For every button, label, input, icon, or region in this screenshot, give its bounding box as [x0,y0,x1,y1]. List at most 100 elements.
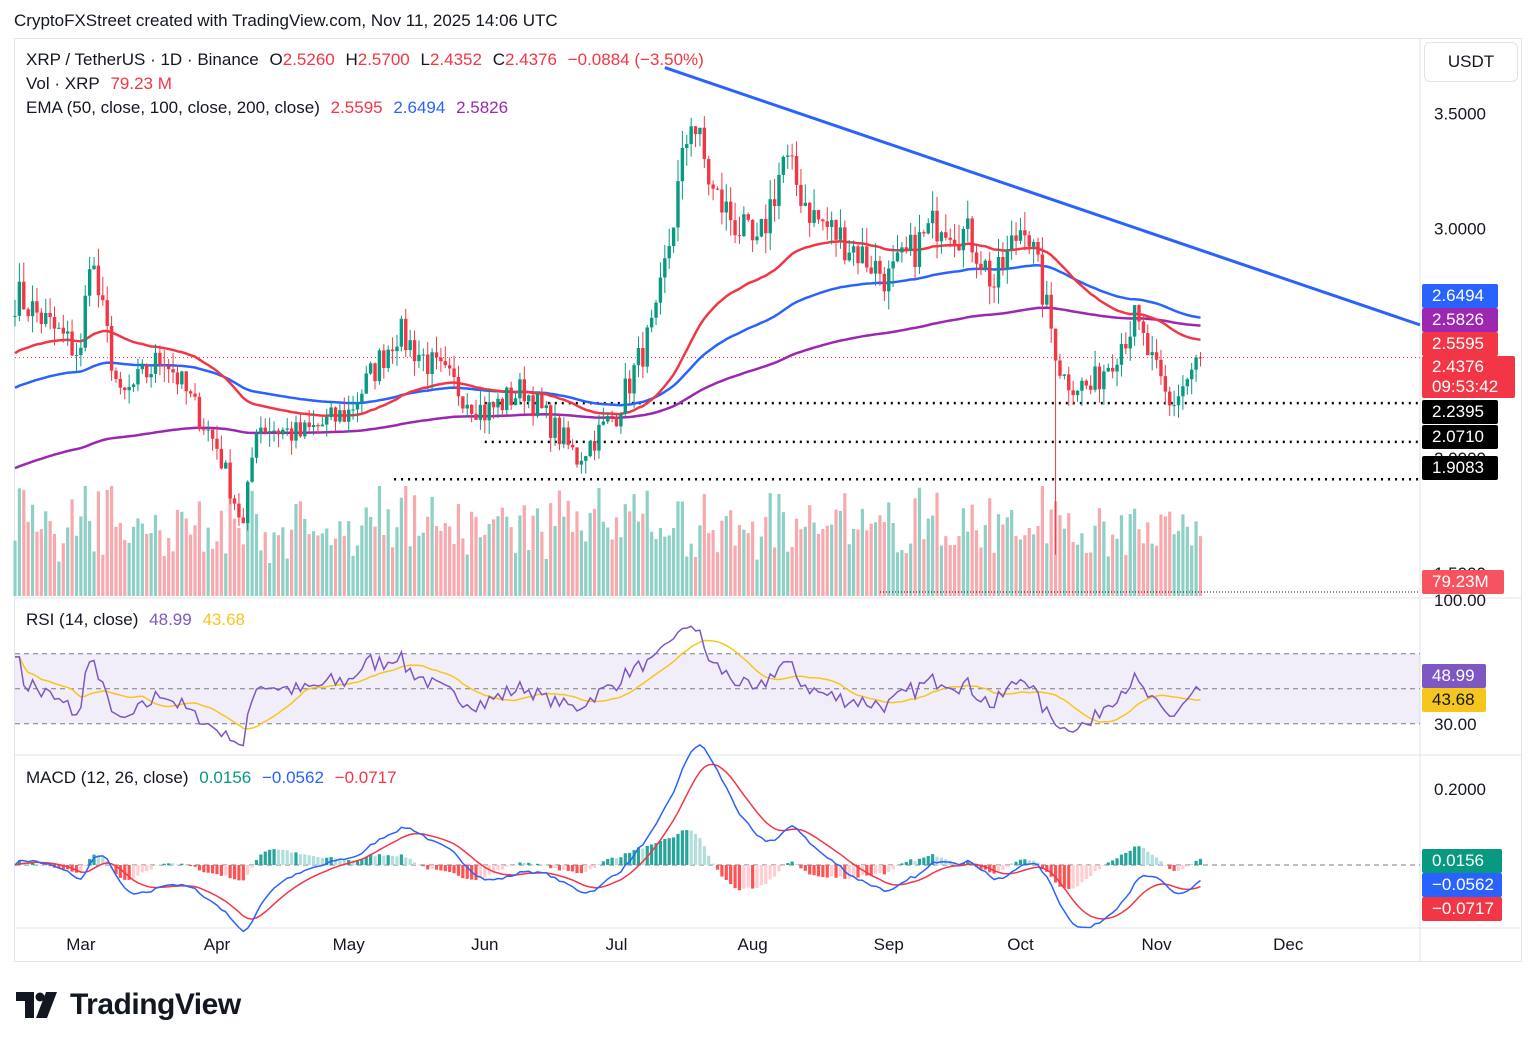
volume-bar [1093,525,1097,596]
volume-bar [755,559,759,596]
candle-body [974,252,979,264]
volume-bar [733,545,737,596]
volume-bar [1163,516,1167,596]
candle-body [979,263,983,271]
ema50-value: 2.5595 [330,98,383,117]
candle-body [206,429,210,431]
macd-histogram-bar [1194,860,1198,865]
candle-body [1194,357,1198,370]
candle-body [636,348,641,366]
candle-body [610,416,614,418]
macd-histogram-bar [158,864,162,866]
macd-histogram-bar [751,865,755,889]
candle-body [355,402,360,410]
macd-histogram-bar [614,858,619,865]
macd-histogram-bar [1119,854,1124,865]
candles [13,116,1203,555]
volume-bar [1032,534,1036,596]
volume-bar [57,561,61,596]
macd-histogram-bar [680,830,684,865]
macd-histogram-bar [834,865,838,878]
candle-body [838,227,843,240]
macd-histogram-bar [35,863,39,865]
footer-brand[interactable]: TradingView [16,988,241,1022]
volume-bar [101,554,105,596]
macd-histogram-bar [171,863,175,865]
candle-body [588,440,592,457]
candle-body [127,386,131,391]
volume-bar [689,543,693,596]
volume-bar [1014,536,1018,596]
candle-body [654,302,658,318]
candle-body [232,498,237,504]
macd-histogram-bar [1163,865,1167,866]
volume-bar [162,556,166,596]
candle-body [535,393,540,417]
candle-body [17,281,22,316]
volume-bar [1172,534,1176,596]
volume-bar [202,551,206,596]
candle-body [1159,359,1163,377]
macd-histogram-bar [931,854,935,865]
volume-bar [606,527,610,596]
volume-bar [891,522,895,596]
volume-bar [1023,535,1027,596]
candle-body [816,210,821,220]
volume-bar [355,545,360,596]
candle-body [412,340,417,362]
macd-histogram-bar [887,865,891,872]
last-price-tag: 2.4376 09:53:42 [1422,356,1515,398]
macd-histogram-bar [1058,865,1062,887]
candle-body [649,317,654,328]
volume-bar [531,515,535,596]
volume-label: Vol · XRP [26,74,100,93]
volume-bar [184,518,188,596]
macd-histogram-bar [61,865,65,870]
volume-bar [707,533,711,596]
macd-histogram-bar [667,838,671,865]
macd-histogram-bar [491,865,496,873]
volume-bar [737,524,742,596]
candle-body [707,159,711,185]
currency-button[interactable]: USDT [1424,42,1518,82]
macd-histogram-bar [382,855,386,865]
volume-bar [1018,539,1023,596]
macd-histogram-bar [320,857,324,865]
candle-body [641,348,645,367]
volume-bar [658,527,663,596]
volume-bar [1106,556,1110,596]
candle-body [263,427,267,433]
macd-histogram-bar [118,865,122,878]
candle-body [338,410,342,422]
volume-bar [1001,524,1005,596]
volume-bar [821,529,825,596]
candle-body [478,404,483,420]
volume-bar [246,486,250,596]
volume-bar [553,525,557,596]
macd-line-tag: −0.0562 [1422,873,1502,897]
macd-histogram-bar [202,865,206,873]
ema200-line [14,306,1201,470]
candle-body [26,309,30,317]
macd-histogram-bar [1062,865,1066,888]
macd-histogram-bar [812,865,816,876]
macd-histogram-bar [325,857,329,865]
candle-body [83,295,87,348]
volume-bar [123,540,127,596]
candle-body [443,361,447,366]
macd-histogram-bar [465,865,469,879]
candle-body [276,430,281,435]
time-axis-label: Sep [874,935,904,954]
macd-signal-tag: −0.0717 [1422,897,1502,921]
support-tag-1: 2.2395 [1422,400,1498,424]
candle-body [325,417,329,425]
candle-body [267,431,272,433]
volume-bar [92,551,96,596]
candle-body [386,349,390,369]
macd-histogram-bar [1111,860,1115,865]
candle-body [109,325,114,371]
candle-body [158,352,162,365]
volume-bar [966,531,970,596]
volume-bar [175,509,180,596]
